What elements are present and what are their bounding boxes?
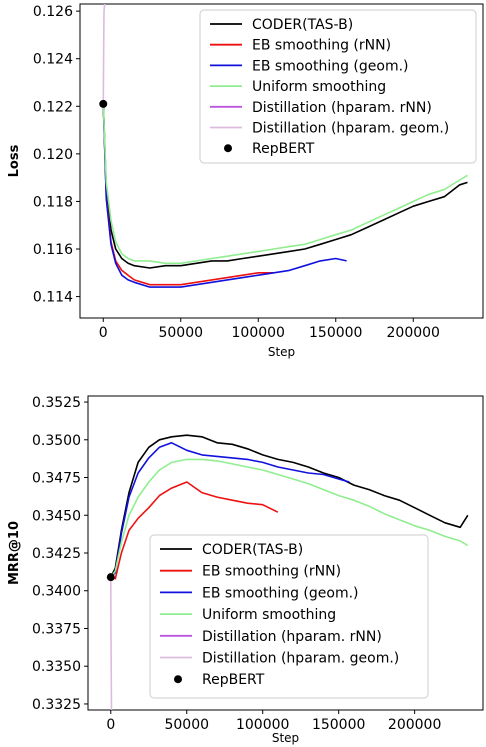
legend-label: Distillation (hparam. geom.) [252,121,449,137]
legend-label: CODER(TAS-B) [202,542,303,558]
legend-label: Distillation (hparam. rNN) [252,100,432,116]
series-distillation-hparam-geom [102,4,106,104]
x-tick-label: 0 [99,325,108,341]
legend-label: Uniform smoothing [202,607,336,623]
point-repbert [99,99,108,108]
series-uniform-smoothing [110,458,469,578]
x-tick-label: 50000 [158,325,203,341]
y-tick-label: 0.3375 [32,621,81,637]
y-tick-label: 0.3525 [32,395,81,411]
legend: CODER(TAS-B) EB smoothing (rNN) EB smoothi… [149,534,429,699]
series-coder-tas-b [110,434,469,578]
y-tick-label: 0.3325 [32,697,81,713]
series-eb-smoothing-geom [102,103,347,288]
y-tick-label: 0.118 [33,194,73,210]
y-tick-label: 0.122 [33,99,73,115]
legend-marker-repbert [224,144,232,153]
y-tick-label: 0.3425 [32,546,81,562]
y-tick-label: 0.114 [33,290,73,306]
legend-label: EB smoothing (geom.) [252,58,409,74]
x-tick-label: 0 [106,717,115,733]
y-tick-label: 0.124 [33,52,73,68]
y-tick-label: 0.3400 [32,584,81,600]
point-repbert [106,573,115,582]
y-tick-label: 0.3350 [32,659,81,675]
y-tick-label: 0.3475 [32,471,81,487]
y-tick-label: 0.126 [33,4,73,20]
legend-label: Distillation (hparam. rNN) [202,629,382,645]
y-axis-label: Loss [7,144,22,177]
y-tick-label: 0.120 [33,147,73,163]
x-axis-label: Step [272,731,299,745]
legend-box [199,9,477,164]
x-tick-label: 50000 [164,717,209,733]
series-eb-smoothing-geom [110,442,350,578]
series-eb-smoothing-rnn [110,481,279,580]
y-tick-label: 0.3450 [32,508,81,524]
legend-label: CODER(TAS-B) [252,17,353,33]
x-tick-label: 100000 [232,325,285,341]
y-tick-label: 0.116 [33,242,73,258]
plot-area [102,4,468,288]
legend-label: RepBERT [202,672,265,688]
series-uniform-smoothing [102,103,468,265]
x-tick-label: 100000 [236,717,289,733]
x-tick-label: 200000 [388,717,441,733]
y-axis-label: MRR@10 [7,521,22,585]
plot-frame [79,3,484,319]
series-coder-tas-b [102,103,468,269]
legend-label: EB smoothing (geom.) [202,585,359,601]
legend-label: RepBERT [252,141,315,157]
legend-label: Distillation (hparam. geom.) [202,651,399,667]
chart-1: 0 50000 100000 150000 200000 0.114 0.116 0.118 0… [7,3,484,359]
series-distillation-hparam-geom [110,577,113,710]
y-tick-label: 0.3500 [32,433,81,449]
x-axis-label: Step [268,345,295,359]
chart-2: 0 50000 100000 150000 200000 0.3325 0.3350 0.33… [7,395,484,745]
x-tick-label: 150000 [312,717,365,733]
legend-label: Uniform smoothing [252,79,386,95]
legend-box [149,534,429,699]
legend-marker-repbert [174,675,182,684]
legend-label: EB smoothing (rNN) [252,38,391,54]
x-tick-label: 200000 [387,325,440,341]
legend-label: EB smoothing (rNN) [202,564,341,580]
legend: CODER(TAS-B) EB smoothing (rNN) EB smoothi… [199,9,477,164]
x-tick-label: 150000 [309,325,362,341]
plot-area [110,434,469,710]
